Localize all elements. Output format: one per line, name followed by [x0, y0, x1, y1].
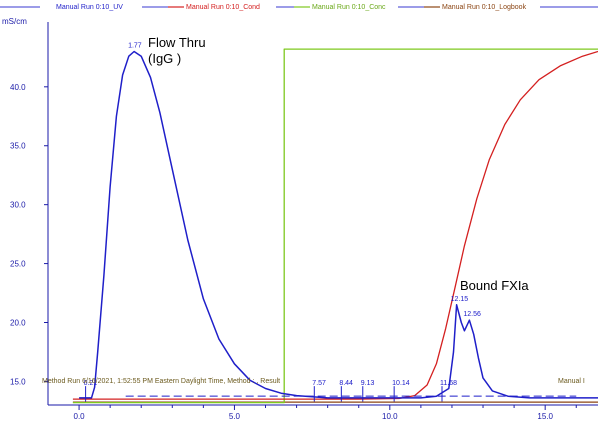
manual-run-text-right: Manual I [558, 378, 585, 385]
series-line-manual-run-0-10-conc [72, 48, 598, 404]
peak-label: 10.14 [392, 380, 410, 387]
legend-item-cond-bg [168, 2, 276, 12]
legend: Manual Run 0:10_UV Manual Run 0:10_Cond … [0, 2, 598, 12]
y-tick-label: 15.0 [10, 377, 26, 386]
legend-item-logbook-bg [424, 2, 540, 12]
legend-item-conc[interactable]: Manual Run 0:10_Conc [312, 4, 386, 11]
flow-thru-sublabel: (IgG ) [148, 51, 181, 66]
y-tick-label: 25.0 [10, 260, 26, 269]
peak-label: 11.68 [440, 380, 457, 387]
y-axis-ticks: 15.0 20.0 25.0 30.0 35.0 40.0 [10, 83, 48, 386]
bound-fxia-label: Bound FXIa [460, 278, 529, 293]
legend-item-logbook[interactable]: Manual Run 0:10_Logbook [442, 4, 527, 11]
peak-label: 7.57 [312, 380, 326, 387]
peak-label: 8.44 [339, 380, 353, 387]
peak-label: 12.15 [451, 296, 469, 303]
legend-item-cond[interactable]: Manual Run 0:10_Cond [186, 4, 260, 11]
flow-thru-label: Flow Thru [148, 35, 206, 50]
series-layer [72, 48, 598, 404]
x-tick-label: 10.0 [382, 412, 398, 421]
x-axis-ticks: 0.0 5.0 10.0 15.0 [74, 405, 577, 421]
series-line-manual-run-0-10-uv [79, 50, 598, 399]
peak-label: 0.21 [84, 380, 98, 387]
x-tick-label: 5.0 [229, 412, 241, 421]
y-tick-label: 40.0 [10, 83, 26, 92]
series-line-manual-run-0-10-cond [72, 50, 598, 400]
legend-item-uv[interactable]: Manual Run 0:10_UV [56, 4, 123, 11]
peak-label: 9.13 [361, 380, 375, 387]
legend-item-conc-bg [294, 2, 398, 12]
y-tick-label: 35.0 [10, 142, 26, 151]
x-tick-label: 15.0 [537, 412, 553, 421]
peak-label: 12.56 [463, 311, 481, 318]
legend-item-uv-bg [40, 2, 142, 12]
peak-labels: 1.77 0.21 7.57 8.44 9.13 10.14 11.68 12.15 12.56 [84, 42, 481, 402]
y-axis-unit: mS/cm [2, 17, 27, 26]
method-run-text: Method Run 6/16/2021, 1:52:55 PM Eastern… [42, 378, 280, 385]
x-tick-label: 0.0 [74, 412, 86, 421]
y-tick-label: 30.0 [10, 201, 26, 210]
peak-label: 1.77 [128, 42, 142, 49]
y-tick-label: 20.0 [10, 319, 26, 328]
